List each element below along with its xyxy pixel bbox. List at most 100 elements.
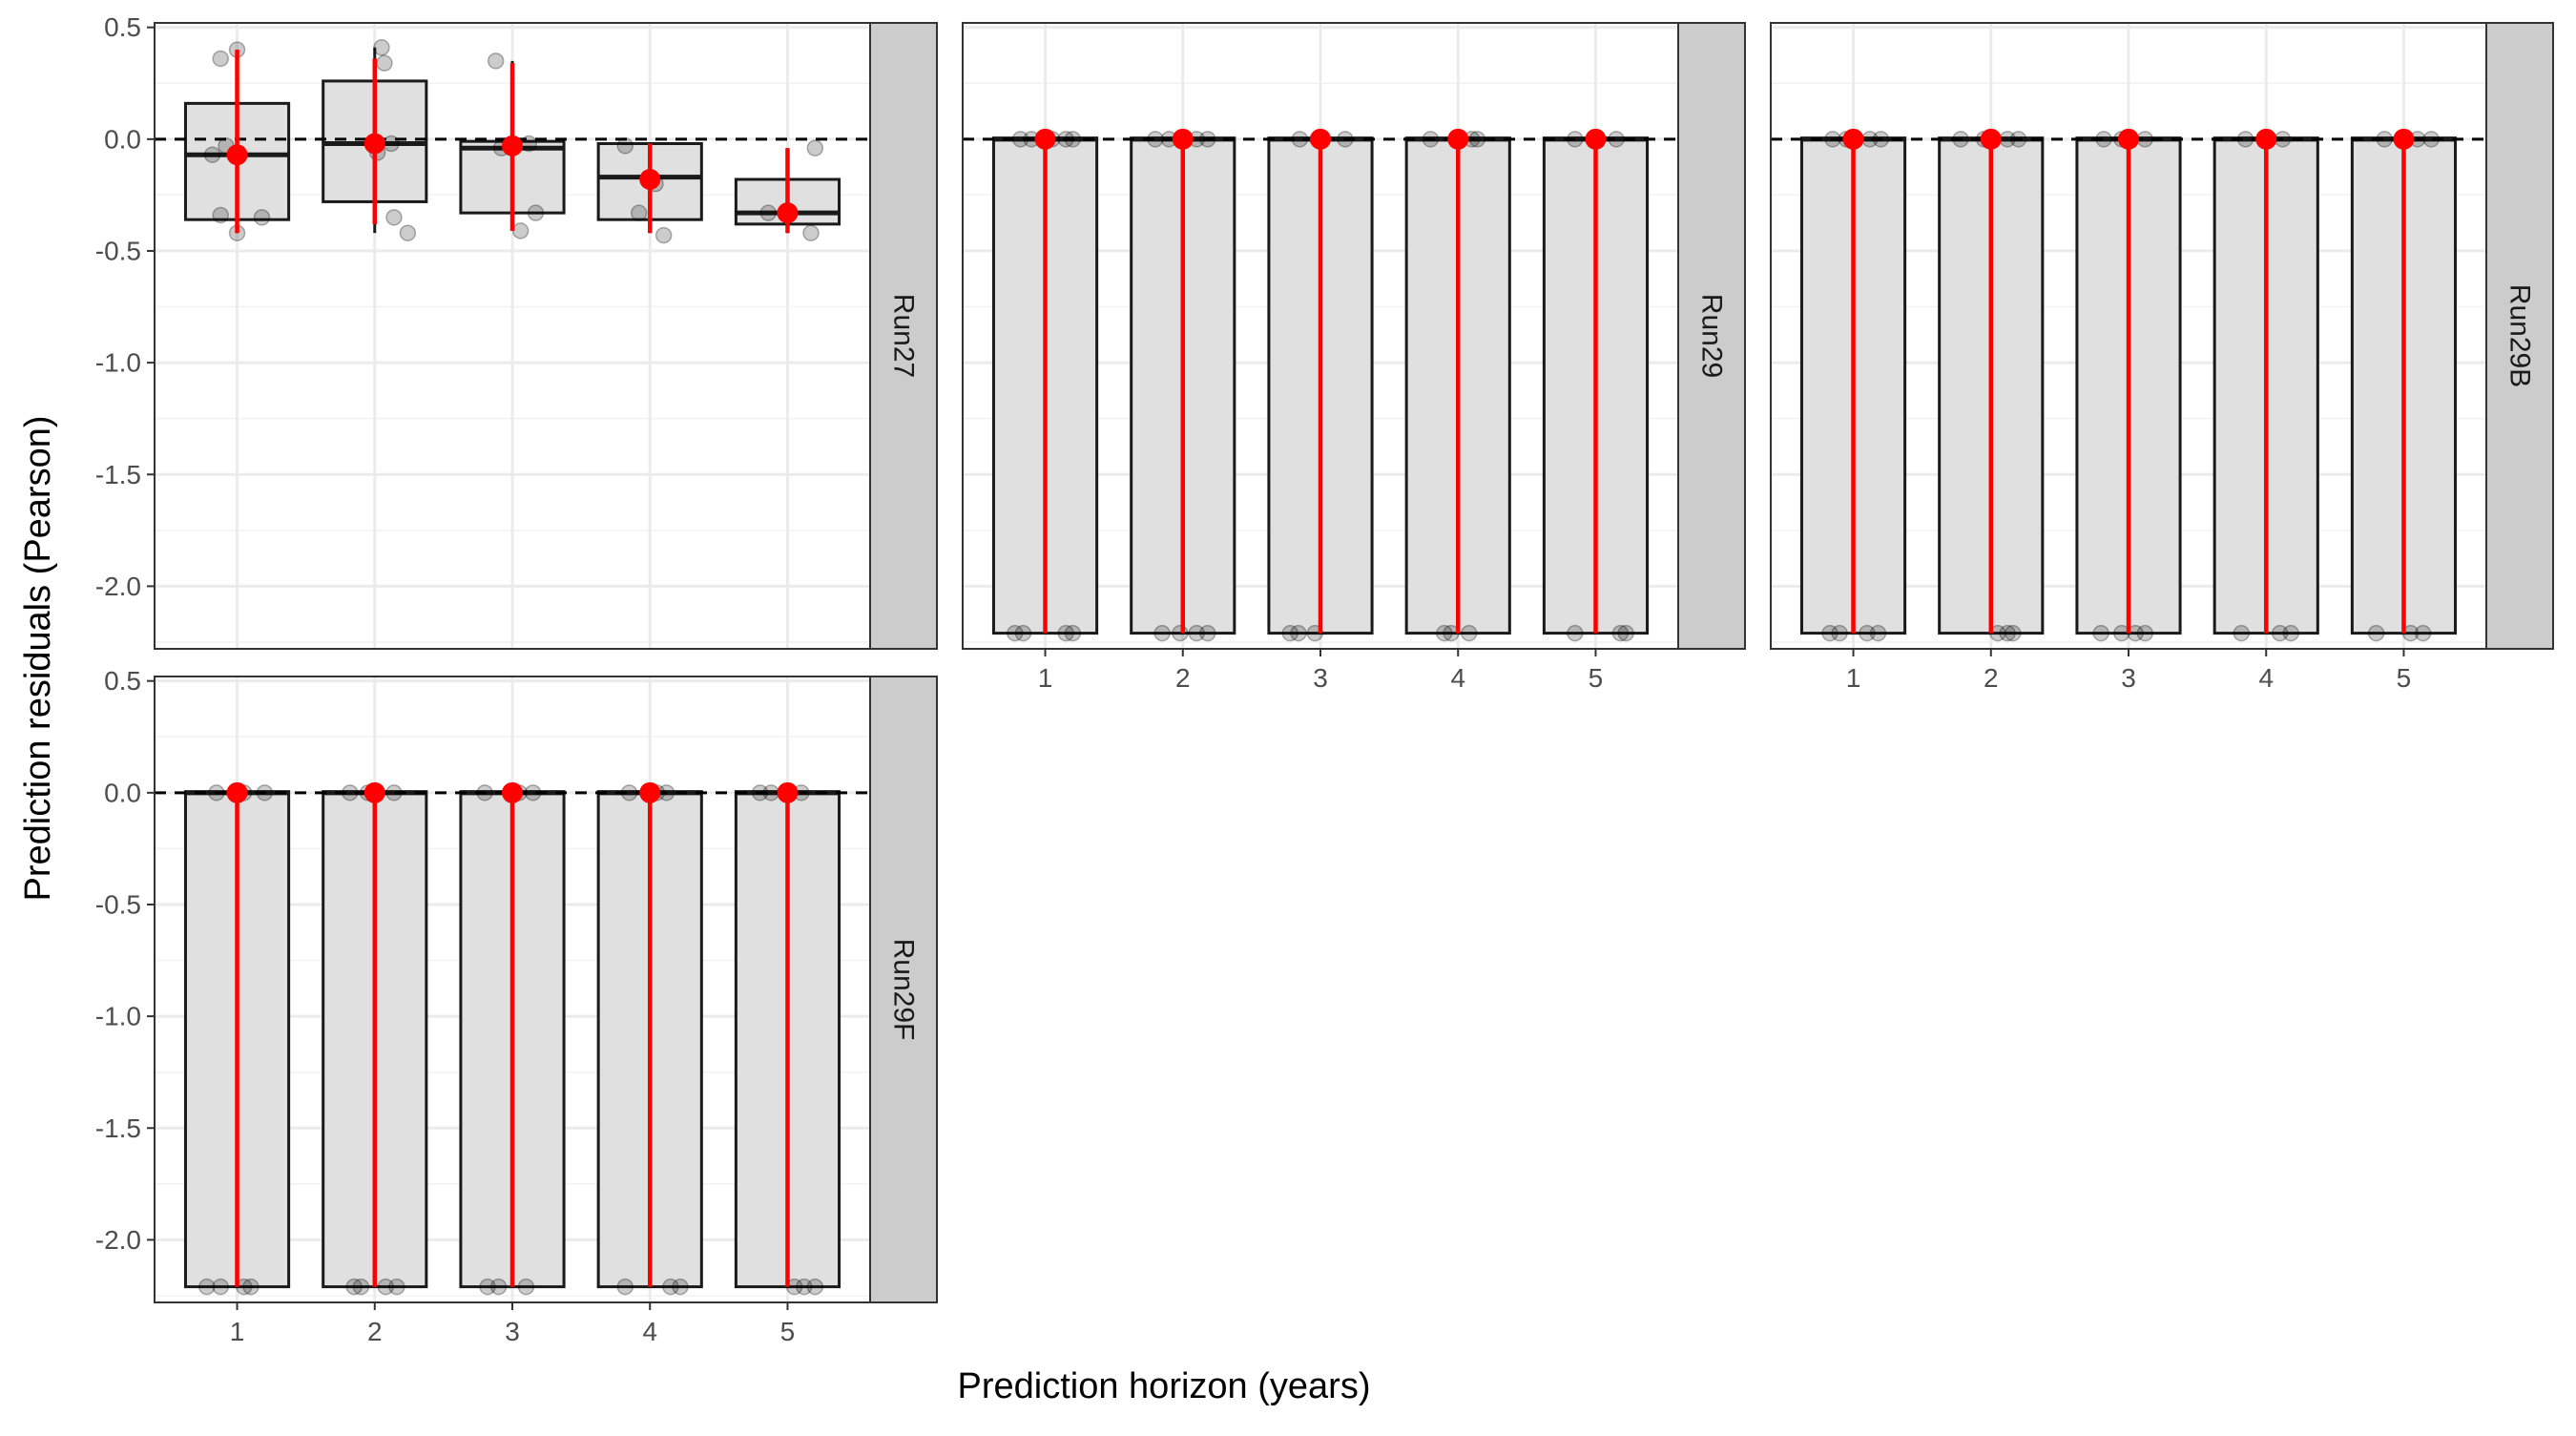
data-point bbox=[2092, 624, 2109, 642]
data-point bbox=[1007, 624, 1024, 642]
data-point bbox=[2136, 624, 2154, 642]
y-tick-label: -1.0 bbox=[95, 1002, 141, 1031]
x-tick-label: 4 bbox=[642, 1317, 657, 1346]
facet-label: Run29 bbox=[1696, 294, 1728, 378]
data-point bbox=[2367, 624, 2385, 642]
x-tick-label: 3 bbox=[1313, 663, 1328, 693]
data-point bbox=[2282, 624, 2299, 642]
y-axis-title: Prediction residuals (Pearson) bbox=[18, 415, 58, 901]
data-point bbox=[1147, 131, 1164, 148]
facet-label: Run29B bbox=[2504, 284, 2536, 387]
data-point bbox=[517, 1278, 535, 1296]
mean-point bbox=[2118, 128, 2139, 150]
data-point bbox=[1999, 624, 2016, 642]
data-point bbox=[377, 1278, 395, 1296]
data-point bbox=[388, 1278, 405, 1296]
data-point bbox=[1172, 624, 1189, 642]
data-point bbox=[1057, 131, 1074, 148]
data-point bbox=[385, 209, 403, 226]
data-point bbox=[630, 204, 648, 221]
data-point bbox=[1064, 131, 1082, 148]
data-point bbox=[383, 135, 400, 153]
data-point bbox=[1291, 131, 1309, 148]
mean-point bbox=[2393, 128, 2415, 150]
data-point bbox=[476, 784, 493, 801]
data-point bbox=[373, 39, 390, 56]
data-point bbox=[616, 137, 634, 155]
data-point bbox=[1011, 131, 1029, 148]
data-point bbox=[1188, 624, 1205, 642]
x-tick-label: 3 bbox=[505, 1317, 520, 1346]
mean-point bbox=[1842, 128, 1864, 150]
x-tick-label: 2 bbox=[1984, 663, 1999, 693]
data-point bbox=[524, 784, 542, 801]
data-point bbox=[1337, 131, 1354, 148]
mean-point bbox=[502, 781, 523, 803]
data-point bbox=[487, 52, 505, 70]
x-axis-title: Prediction horizon (years) bbox=[958, 1366, 1371, 1406]
data-point bbox=[672, 1278, 689, 1296]
mean-point bbox=[1034, 128, 1056, 150]
data-point bbox=[212, 1278, 229, 1296]
data-point bbox=[212, 50, 229, 68]
data-point bbox=[751, 784, 769, 801]
data-point bbox=[759, 204, 778, 221]
mean-point bbox=[364, 133, 385, 155]
mean-point bbox=[639, 781, 661, 803]
data-point bbox=[796, 1278, 813, 1296]
data-point bbox=[1611, 624, 1630, 642]
mean-point bbox=[1172, 128, 1194, 150]
x-tick-label: 3 bbox=[2121, 663, 2136, 693]
mean-point bbox=[639, 169, 661, 190]
data-point bbox=[1859, 624, 1876, 642]
panel-run29f: Run29F 0.5 0.0 -0.5 -1.0 -1.5 -2.0 1 2 3 4 5 bbox=[95, 666, 938, 1346]
facet-label: Run27 bbox=[888, 294, 920, 378]
data-point bbox=[2095, 131, 2112, 148]
data-point bbox=[2271, 624, 2289, 642]
data-point bbox=[1617, 624, 1634, 642]
mean-point bbox=[2255, 128, 2277, 150]
data-point bbox=[1198, 131, 1216, 148]
data-point bbox=[762, 784, 779, 801]
x-tick-label: 4 bbox=[2258, 663, 2274, 693]
mean-point bbox=[364, 781, 385, 803]
y-tick-label: 0.0 bbox=[104, 124, 141, 154]
panel-run27: Run27 0.5 0.0 -0.5 -1.0 -1.5 -2.0 bbox=[95, 12, 938, 650]
data-point bbox=[1064, 624, 1082, 642]
data-point bbox=[1422, 131, 1440, 148]
x-tick-label: 1 bbox=[230, 1317, 245, 1346]
data-point bbox=[1290, 624, 1307, 642]
data-point bbox=[1567, 131, 1584, 148]
data-point bbox=[520, 135, 538, 153]
mean-point bbox=[777, 781, 799, 803]
data-point bbox=[511, 222, 530, 239]
data-point bbox=[2005, 624, 2022, 642]
data-point bbox=[385, 784, 403, 801]
panel-run29b: Run29B 1 2 3 4 5 bbox=[1770, 22, 2554, 693]
x-tick-label: 5 bbox=[780, 1317, 796, 1346]
mean-point bbox=[226, 781, 248, 803]
y-tick-label: -0.5 bbox=[95, 236, 141, 265]
x-tick-label: 5 bbox=[1589, 663, 1604, 693]
data-point bbox=[1198, 624, 1216, 642]
y-tick-label: 0.0 bbox=[104, 778, 141, 807]
data-point bbox=[203, 146, 221, 163]
data-point bbox=[1057, 624, 1074, 642]
data-point bbox=[806, 139, 824, 156]
mean-point bbox=[502, 135, 523, 156]
data-point bbox=[1468, 131, 1486, 148]
data-point bbox=[657, 784, 675, 801]
data-point bbox=[1014, 624, 1032, 642]
facet-strip bbox=[869, 22, 938, 650]
mean-point bbox=[1310, 128, 1331, 150]
data-point bbox=[527, 204, 545, 221]
data-point bbox=[242, 1278, 260, 1296]
data-point bbox=[376, 54, 393, 72]
mean-point bbox=[226, 144, 248, 166]
data-point bbox=[253, 209, 271, 226]
data-point bbox=[1824, 131, 1841, 148]
data-point bbox=[2236, 131, 2254, 148]
data-point bbox=[399, 224, 417, 241]
x-tick-label: 2 bbox=[367, 1317, 383, 1346]
